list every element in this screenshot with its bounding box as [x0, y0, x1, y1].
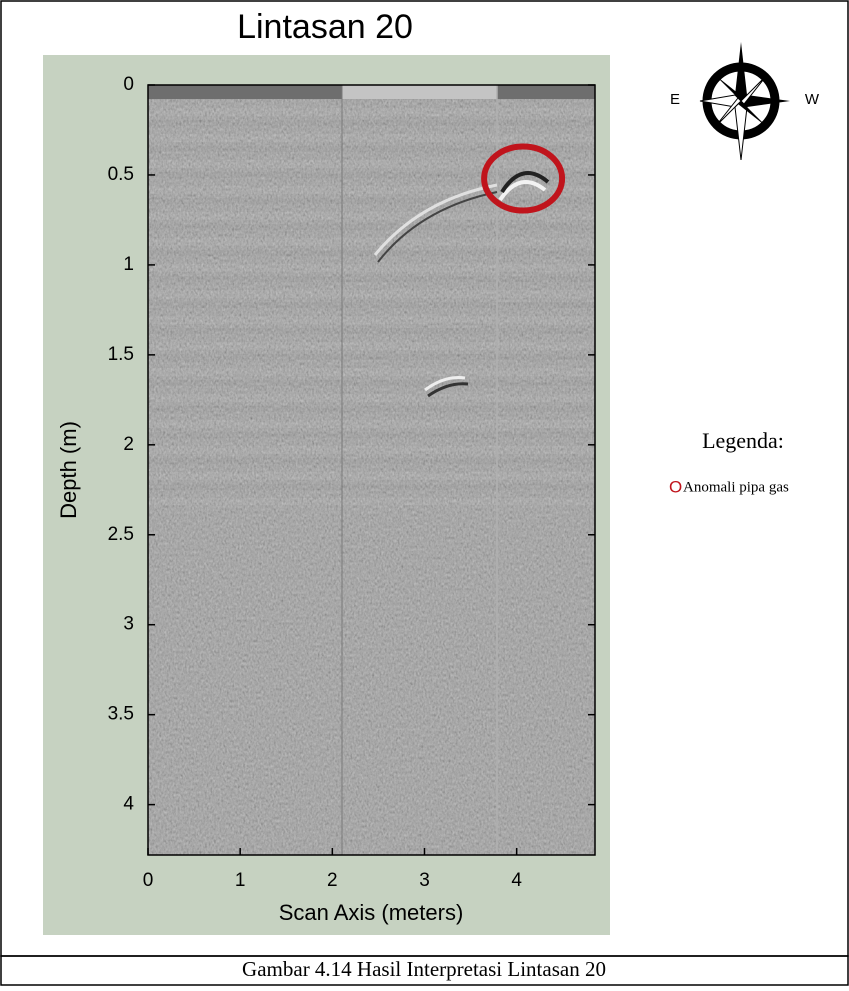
y-tick-label: 3.5	[108, 704, 134, 725]
anomaly-marker	[481, 143, 566, 214]
x-tick-label: 4	[511, 870, 522, 891]
y-tick-label: 0.5	[108, 164, 134, 185]
compass-west: W	[805, 91, 820, 108]
axes: 0 0.5 1 1.5 2 2.5 3 3.5 4 0 1 2 3 4	[108, 74, 595, 891]
y-axis-label: Depth (m)	[56, 421, 81, 519]
chart-title: Lintasan 20	[237, 8, 413, 46]
compass	[699, 42, 790, 161]
x-axis-label: Scan Axis (meters)	[279, 900, 464, 925]
plot-frame	[147, 84, 596, 856]
x-tick-label: 3	[419, 870, 430, 891]
radargram-image	[148, 85, 595, 855]
y-tick-label: 1.5	[108, 344, 134, 365]
legend-marker: O	[669, 477, 682, 496]
legend-label: Anomali pipa gas	[683, 479, 789, 495]
x-tick-label: 2	[327, 870, 338, 891]
y-tick-label: 0	[123, 74, 134, 95]
y-tick-label: 2.5	[108, 524, 134, 545]
y-tick-label: 4	[123, 794, 134, 815]
compass-east: E	[670, 91, 680, 108]
caption-border	[0, 955, 849, 986]
x-tick-label: 1	[235, 870, 246, 891]
legend-title: Legenda:	[702, 428, 784, 453]
y-tick-label: 3	[123, 614, 134, 635]
y-tick-label: 2	[123, 434, 134, 455]
y-tick-label: 1	[123, 254, 134, 275]
caption: Gambar 4.14 Hasil Interpretasi Lintasan …	[242, 957, 606, 981]
x-tick-label: 0	[143, 870, 154, 891]
